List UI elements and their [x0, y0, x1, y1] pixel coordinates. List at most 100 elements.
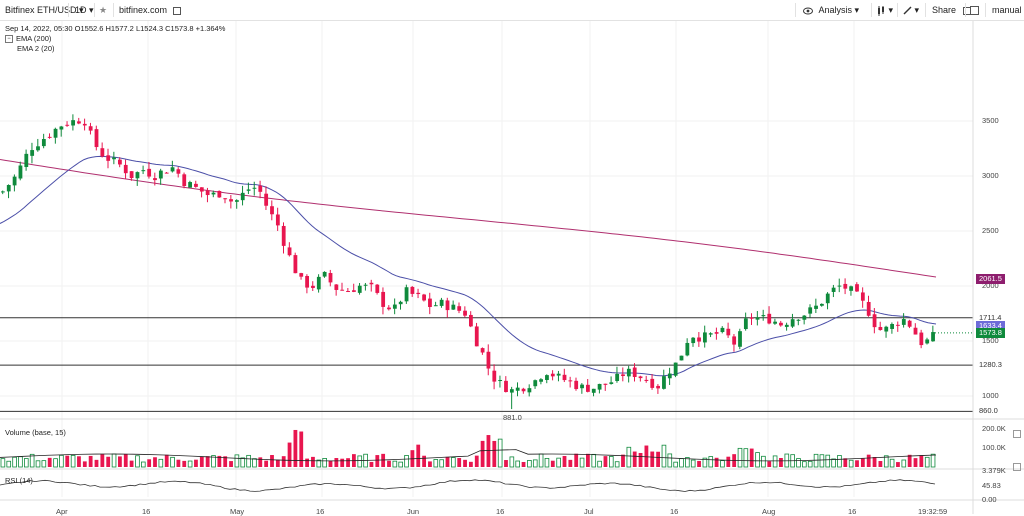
account-menu[interactable]: manual: [992, 5, 1022, 15]
volume-bar: [855, 460, 859, 467]
volume-bar: [837, 455, 842, 468]
candle-body: [275, 214, 280, 226]
candle-body: [691, 337, 696, 344]
drawing-tools-button[interactable]: ▾: [903, 0, 919, 20]
volume-bar: [381, 453, 386, 467]
volume-bar: [328, 460, 333, 467]
candle-body: [30, 150, 35, 156]
y-tick-label: 2000: [982, 281, 999, 290]
volume-bar: [807, 460, 813, 468]
candle-body: [855, 284, 859, 292]
candle-body: [732, 336, 737, 345]
y-tick-label: 1000: [982, 391, 999, 400]
price-tag: 1633.4: [976, 321, 1005, 332]
chart-type-button[interactable]: ▾: [877, 0, 893, 20]
candle-body: [609, 382, 614, 384]
volume-bar: [217, 455, 222, 467]
volume-bar: [755, 452, 760, 468]
volume-bar: [182, 460, 187, 467]
volume-bar: [404, 455, 409, 468]
candle-body: [656, 385, 660, 389]
candle-body: [486, 351, 491, 369]
candle-body: [451, 304, 456, 310]
fullscreen-button[interactable]: [970, 0, 979, 20]
volume-bar: [375, 455, 380, 467]
candle-body: [796, 319, 801, 321]
volume-bar: [299, 431, 304, 467]
volume-bar: [229, 461, 233, 467]
candle-body: [199, 187, 204, 192]
candle-body: [258, 185, 263, 192]
pane-toggle-icon[interactable]: [1013, 430, 1021, 438]
collapse-icon[interactable]: −: [5, 35, 13, 44]
candle-body: [580, 384, 584, 389]
x-tick-label: 16: [316, 507, 325, 516]
volume-bar: [544, 458, 550, 468]
candle-body: [662, 376, 666, 389]
candle-body: [831, 287, 836, 292]
external-link-icon: [172, 6, 181, 15]
candle-body: [100, 148, 105, 157]
candle-body: [849, 286, 854, 291]
candle-body: [597, 383, 602, 390]
volume-bar: [579, 457, 585, 468]
candle-body: [246, 189, 251, 191]
chart-legend: Sep 14, 2022, 05:30 O1552.6 H1577.2 L152…: [5, 24, 225, 54]
volume-bar: [41, 460, 47, 468]
candle-body: [673, 362, 678, 376]
volume-bar: [497, 438, 503, 468]
candle-body: [632, 367, 637, 378]
price-tag: 2061.5: [976, 274, 1005, 285]
volume-bar: [23, 458, 29, 468]
volume-bar: [211, 455, 216, 468]
volume-bar: [901, 459, 907, 468]
volume-bar: [656, 451, 660, 467]
candle-body: [603, 383, 608, 385]
candle-body: [65, 124, 70, 126]
x-tick-label: Jun: [407, 507, 420, 516]
candle-body: [352, 290, 356, 292]
volume-bar: [153, 457, 157, 467]
interval-selector[interactable]: 1D ▾: [75, 0, 94, 20]
pane-toggle-icon[interactable]: [1013, 463, 1021, 471]
candle-body: [12, 176, 17, 186]
price-chart[interactable]: [0, 21, 1024, 514]
candle-body: [135, 172, 140, 179]
candle-body: [112, 157, 116, 160]
volume-bar: [118, 456, 122, 467]
volume-bar: [614, 461, 620, 468]
volume-bar: [661, 444, 667, 468]
symbol-selector[interactable]: Bitfinex ETH/USD ▾: [5, 0, 84, 20]
y-tick-label: 3000: [982, 171, 999, 180]
volume-bar: [767, 461, 772, 467]
volume-y-tick: 200.0K: [982, 423, 1006, 433]
candle-body: [398, 301, 403, 305]
candle-body: [860, 292, 865, 301]
candle-body: [375, 284, 380, 293]
candle-body: [433, 305, 438, 307]
candle-body: [357, 285, 362, 293]
x-tick-label: May: [230, 507, 245, 516]
site-link[interactable]: bitfinex.com: [119, 0, 181, 20]
analysis-button[interactable]: Analysis ▾: [803, 0, 859, 20]
candle-body: [802, 315, 807, 320]
star-icon[interactable]: ★: [99, 5, 108, 15]
low-annotation: 881.0: [503, 413, 522, 423]
volume-bar: [609, 456, 614, 468]
volume-ma-line: [0, 449, 937, 462]
volume-bar: [825, 454, 831, 468]
volume-bar: [258, 457, 263, 467]
symbol-label: Bitfinex ETH/USD: [5, 5, 77, 15]
candle-body: [47, 136, 52, 138]
volume-bar: [843, 458, 848, 467]
rsi-last-value: 45.83: [982, 481, 1001, 490]
candle-body: [820, 303, 824, 306]
ema200-line: [0, 159, 937, 278]
volume-bar: [586, 453, 590, 467]
candle-body: [550, 373, 555, 377]
volume-bar: [521, 462, 526, 467]
volume-bar: [562, 455, 567, 467]
y-tick-label: 2500: [982, 226, 999, 235]
volume-bar: [527, 460, 532, 468]
candle-body: [884, 326, 889, 332]
